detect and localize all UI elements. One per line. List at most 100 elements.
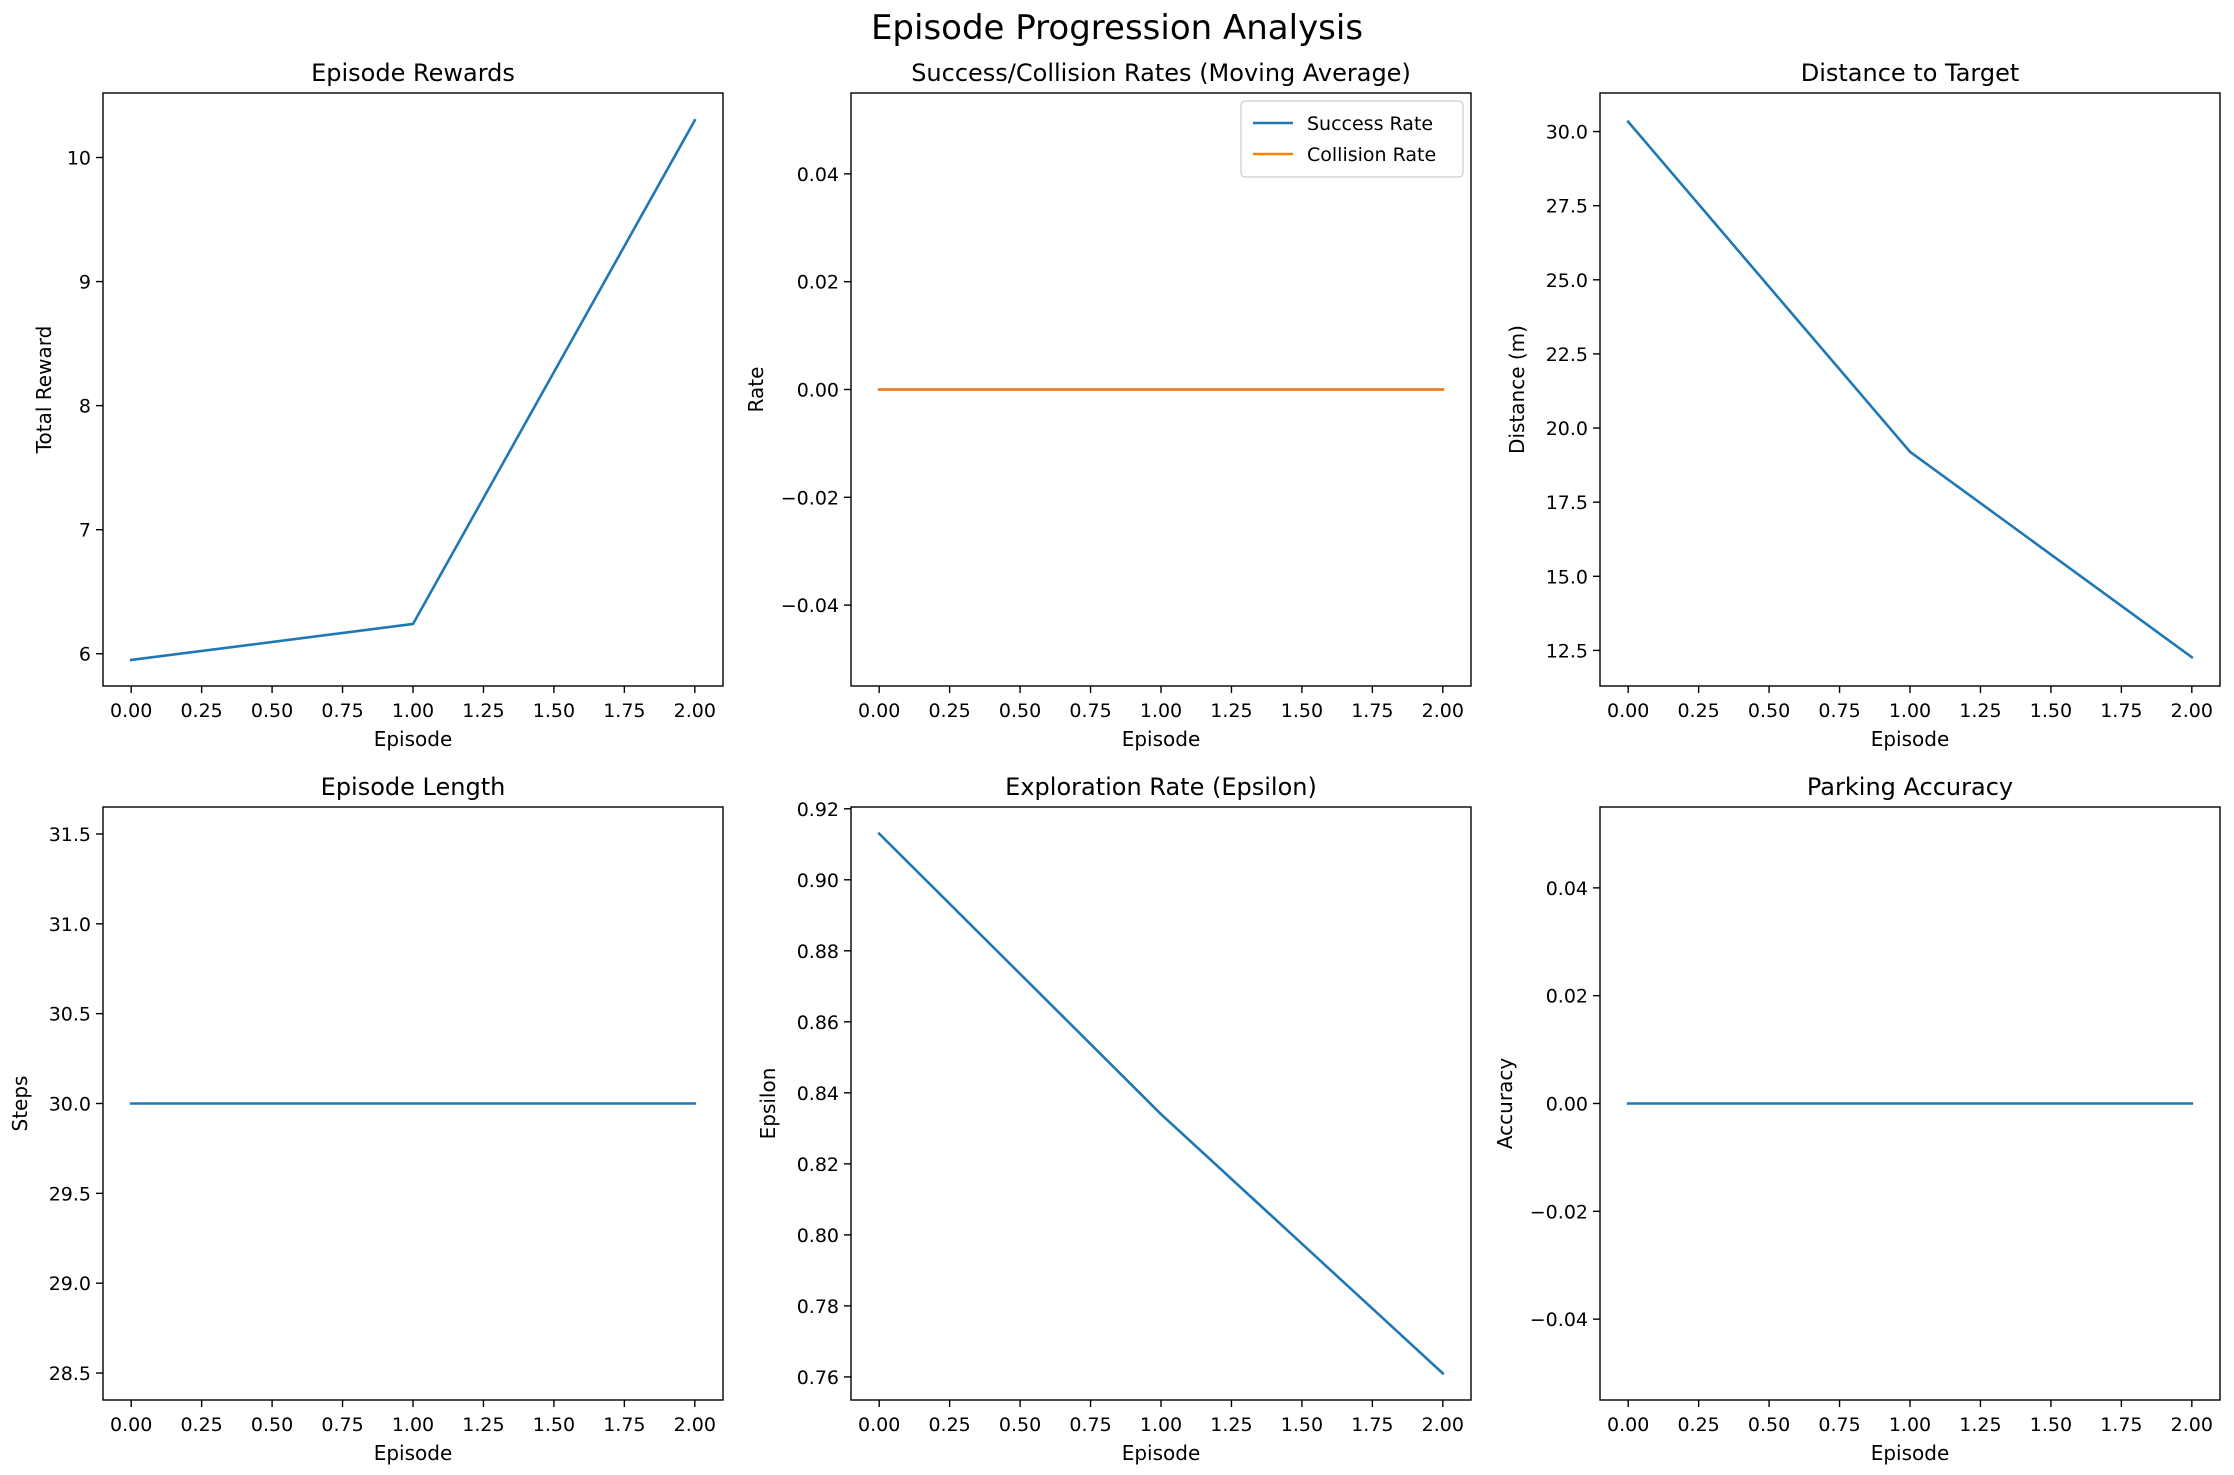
- x-tick-label: 1.50: [1281, 1414, 1323, 1436]
- x-axis-label: Episode: [1122, 1441, 1201, 1465]
- x-tick-label: 1.25: [1210, 700, 1252, 722]
- x-tick-label: 0.00: [1607, 1414, 1649, 1436]
- x-tick-label: 1.50: [1281, 700, 1323, 722]
- y-tick-label: 0.78: [797, 1296, 839, 1318]
- x-tick-label: 0.25: [928, 1414, 970, 1436]
- y-tick-label: 0.04: [1546, 878, 1588, 900]
- x-axis-label: Episode: [1871, 1441, 1950, 1465]
- y-tick-label: 22.5: [1546, 344, 1588, 366]
- x-tick-label: 1.50: [533, 1414, 575, 1436]
- y-tick-label: 0.02: [1546, 986, 1588, 1008]
- y-tick-label: 20.0: [1546, 418, 1588, 440]
- subplot-title: Distance to Target: [1801, 59, 2020, 87]
- x-tick-label: 1.75: [2100, 1414, 2142, 1436]
- x-tick-label: 0.25: [1677, 1414, 1719, 1436]
- x-axis-label: Episode: [374, 727, 453, 751]
- y-axis-label: Distance (m): [1505, 325, 1529, 454]
- y-tick-label: 30.0: [49, 1094, 91, 1116]
- x-tick-label: 0.00: [858, 700, 900, 722]
- y-tick-label: 12.5: [1546, 640, 1588, 662]
- x-tick-label: 0.50: [1748, 1414, 1790, 1436]
- x-axis-label: Episode: [1871, 727, 1950, 751]
- y-axis-label: Steps: [8, 1076, 32, 1132]
- x-tick-label: 0.00: [858, 1414, 900, 1436]
- x-tick-label: 0.00: [110, 1414, 152, 1436]
- x-tick-label: 0.00: [110, 700, 152, 722]
- y-tick-label: 31.0: [49, 914, 91, 936]
- subplot-epsilon: 0.00 0.25 0.50 0.75 1.00 1.25 1.50 1.75 2.00 0.76…: [756, 773, 1472, 1465]
- subplot-length: 0.00 0.25 0.50 0.75 1.00 1.25 1.50 1.75 2.00 28.5…: [8, 773, 724, 1465]
- y-tick-label: 8: [79, 396, 91, 418]
- subplot-rewards: 0.00 0.25 0.50 0.75 1.00 1.25 1.50 1.75 2.00 6 7 8 9…: [32, 59, 724, 751]
- y-tick-label: 29.0: [49, 1273, 91, 1295]
- series-line-rewards-0: [129, 118, 697, 662]
- x-tick-label: 2.00: [2171, 1414, 2213, 1436]
- legend-entry: Collision Rate: [1307, 144, 1436, 166]
- axes-frame: [1599, 92, 2221, 687]
- x-tick-label: 1.25: [462, 700, 504, 722]
- x-tick-label: 0.75: [1069, 1414, 1111, 1436]
- x-tick-label: 1.75: [1351, 1414, 1393, 1436]
- x-tick-label: 0.25: [180, 1414, 222, 1436]
- y-axis-label: Accuracy: [1493, 1058, 1517, 1149]
- x-tick-label: 1.25: [1959, 700, 2001, 722]
- y-tick-label: 0.84: [797, 1083, 839, 1105]
- legend-entry: Success Rate: [1307, 113, 1433, 135]
- x-tick-label: 1.00: [1889, 700, 1931, 722]
- y-tick-label: −0.04: [781, 595, 839, 617]
- y-tick-label: 0.76: [797, 1367, 839, 1389]
- x-tick-label: 1.25: [1210, 1414, 1252, 1436]
- x-tick-label: 0.75: [1818, 700, 1860, 722]
- x-tick-label: 0.75: [321, 1414, 363, 1436]
- x-tick-label: 1.75: [2100, 700, 2142, 722]
- y-tick-label: 0.00: [797, 380, 839, 402]
- y-tick-label: −0.04: [1530, 1309, 1588, 1331]
- y-tick-label: 0.02: [797, 272, 839, 294]
- y-tick-label: 30.0: [1546, 122, 1588, 144]
- legend: Success Rate Collision Rate: [1240, 100, 1464, 178]
- subplot-title: Exploration Rate (Epsilon): [1005, 773, 1317, 801]
- y-tick-label: −0.02: [781, 487, 839, 509]
- x-tick-label: 0.50: [999, 1414, 1041, 1436]
- x-tick-label: 1.75: [1351, 700, 1393, 722]
- x-tick-label: 0.75: [1818, 1414, 1860, 1436]
- x-tick-label: 2.00: [1422, 700, 1464, 722]
- y-tick-label: 25.0: [1546, 270, 1588, 292]
- x-tick-label: 0.50: [251, 1414, 293, 1436]
- y-axis-label: Rate: [744, 367, 768, 413]
- y-tick-label: 0.00: [1546, 1094, 1588, 1116]
- x-axis-label: Episode: [1122, 727, 1201, 751]
- series-line-distance-0: [1626, 119, 2194, 660]
- axes-frame: [102, 92, 724, 687]
- figure-title: Episode Progression Analysis: [870, 8, 1364, 48]
- y-tick-label: 10: [67, 148, 91, 170]
- axes-frame: [850, 806, 1472, 1401]
- y-tick-label: 6: [79, 644, 91, 666]
- y-tick-label: 0.90: [797, 870, 839, 892]
- x-tick-label: 0.75: [1069, 700, 1111, 722]
- y-axis-label: Epsilon: [756, 1068, 780, 1140]
- y-tick-label: 0.88: [797, 941, 839, 963]
- y-tick-label: 27.5: [1546, 196, 1588, 218]
- y-tick-label: 0.80: [797, 1225, 839, 1247]
- x-tick-label: 1.25: [1959, 1414, 2001, 1436]
- x-tick-label: 0.25: [1677, 700, 1719, 722]
- x-tick-label: 1.75: [603, 700, 645, 722]
- x-tick-label: 0.50: [251, 700, 293, 722]
- x-tick-label: 0.50: [999, 700, 1041, 722]
- y-tick-label: 0.92: [797, 799, 839, 821]
- y-tick-label: 9: [79, 272, 91, 294]
- y-tick-label: 0.82: [797, 1154, 839, 1176]
- x-tick-label: 1.00: [392, 1414, 434, 1436]
- x-tick-label: 1.50: [533, 700, 575, 722]
- series-line-epsilon-0: [877, 831, 1445, 1376]
- x-axis-label: Episode: [374, 1441, 453, 1465]
- y-axis-label: Total Reward: [32, 326, 56, 455]
- y-tick-label: 29.5: [49, 1183, 91, 1205]
- x-tick-label: 1.00: [392, 700, 434, 722]
- x-tick-label: 1.00: [1140, 1414, 1182, 1436]
- subplot-accuracy: 0.00 0.25 0.50 0.75 1.00 1.25 1.50 1.75 2.00 −0.0…: [1493, 773, 2221, 1465]
- subplot-title: Episode Rewards: [311, 59, 515, 87]
- subplot-title: Parking Accuracy: [1807, 773, 2013, 801]
